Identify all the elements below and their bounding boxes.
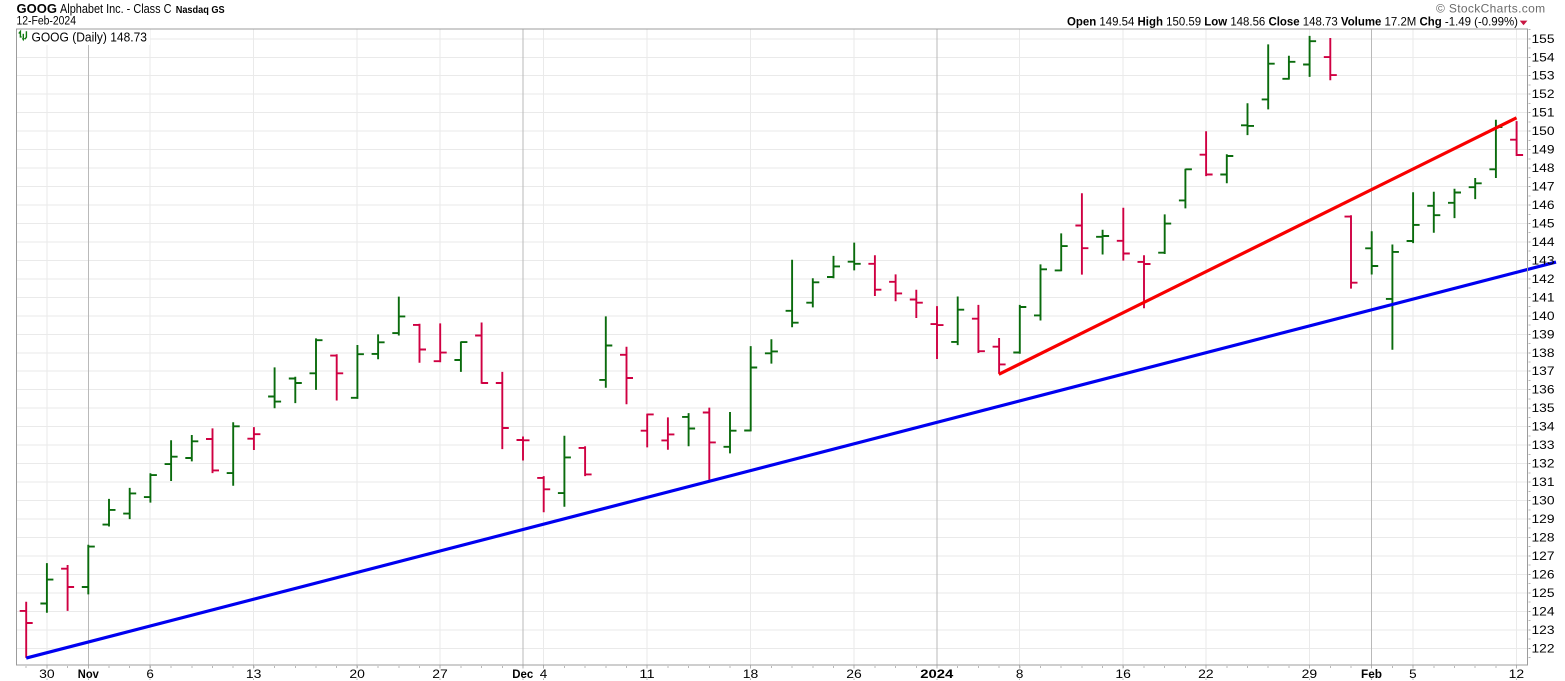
svg-text:Open 149.54 High 150.59 Low 14: Open 149.54 High 150.59 Low 148.56 Close… (1067, 15, 1518, 29)
svg-text:141: 141 (1532, 292, 1555, 304)
svg-text:18: 18 (743, 669, 759, 681)
svg-text:135: 135 (1532, 403, 1555, 415)
svg-text:Nasdaq GS: Nasdaq GS (176, 4, 225, 16)
svg-text:139: 139 (1532, 329, 1555, 341)
svg-text:140: 140 (1532, 311, 1555, 323)
svg-text:11: 11 (639, 669, 655, 681)
svg-text:29: 29 (1302, 669, 1318, 681)
svg-text:133: 133 (1532, 440, 1555, 452)
svg-text:147: 147 (1532, 182, 1555, 194)
svg-text:6: 6 (146, 669, 154, 681)
svg-text:4: 4 (540, 669, 548, 681)
svg-text:127: 127 (1532, 551, 1555, 563)
svg-text:153: 153 (1532, 71, 1555, 83)
svg-text:148: 148 (1532, 163, 1555, 175)
svg-text:12-Feb-2024: 12-Feb-2024 (17, 16, 77, 28)
svg-text:5: 5 (1409, 669, 1417, 681)
svg-text:144: 144 (1532, 237, 1556, 249)
svg-text:132: 132 (1532, 459, 1555, 471)
svg-text:125: 125 (1532, 588, 1555, 600)
svg-text:124: 124 (1532, 606, 1556, 618)
svg-text:22: 22 (1198, 669, 1214, 681)
svg-text:26: 26 (846, 669, 862, 681)
svg-text:2024: 2024 (920, 669, 954, 681)
svg-text:13: 13 (246, 669, 262, 681)
svg-text:20: 20 (349, 669, 365, 681)
svg-text:123: 123 (1532, 625, 1555, 637)
svg-text:149: 149 (1532, 145, 1555, 157)
svg-text:154: 154 (1532, 52, 1556, 64)
svg-text:Dec: Dec (512, 669, 534, 681)
svg-text:12: 12 (1509, 669, 1525, 681)
svg-text:151: 151 (1532, 108, 1555, 120)
svg-text:126: 126 (1532, 569, 1555, 581)
svg-text:© StockCharts.com: © StockCharts.com (1436, 2, 1546, 16)
svg-text:150: 150 (1532, 126, 1555, 138)
svg-text:129: 129 (1532, 514, 1555, 526)
svg-text:137: 137 (1532, 366, 1555, 378)
svg-text:128: 128 (1532, 533, 1555, 545)
svg-text:Nov: Nov (78, 669, 100, 681)
svg-text:136: 136 (1532, 385, 1555, 397)
svg-text:138: 138 (1532, 348, 1555, 360)
svg-text:Alphabet Inc. - Class C: Alphabet Inc. - Class C (60, 2, 172, 16)
svg-text:8: 8 (1016, 669, 1024, 681)
svg-text:122: 122 (1532, 643, 1555, 655)
svg-text:GOOG (Daily) 148.73: GOOG (Daily) 148.73 (32, 30, 148, 45)
svg-text:GOOG: GOOG (17, 1, 57, 16)
svg-text:146: 146 (1532, 200, 1555, 212)
svg-text:130: 130 (1532, 496, 1555, 508)
svg-text:30: 30 (39, 669, 55, 681)
svg-text:134: 134 (1532, 422, 1556, 434)
svg-text:145: 145 (1532, 219, 1555, 231)
svg-text:155: 155 (1532, 34, 1555, 46)
svg-text:142: 142 (1532, 274, 1555, 286)
svg-text:Feb: Feb (1361, 669, 1382, 681)
svg-text:27: 27 (432, 669, 448, 681)
svg-text:143: 143 (1532, 255, 1555, 267)
svg-text:131: 131 (1532, 477, 1555, 489)
svg-text:152: 152 (1532, 89, 1555, 101)
svg-text:16: 16 (1115, 669, 1131, 681)
